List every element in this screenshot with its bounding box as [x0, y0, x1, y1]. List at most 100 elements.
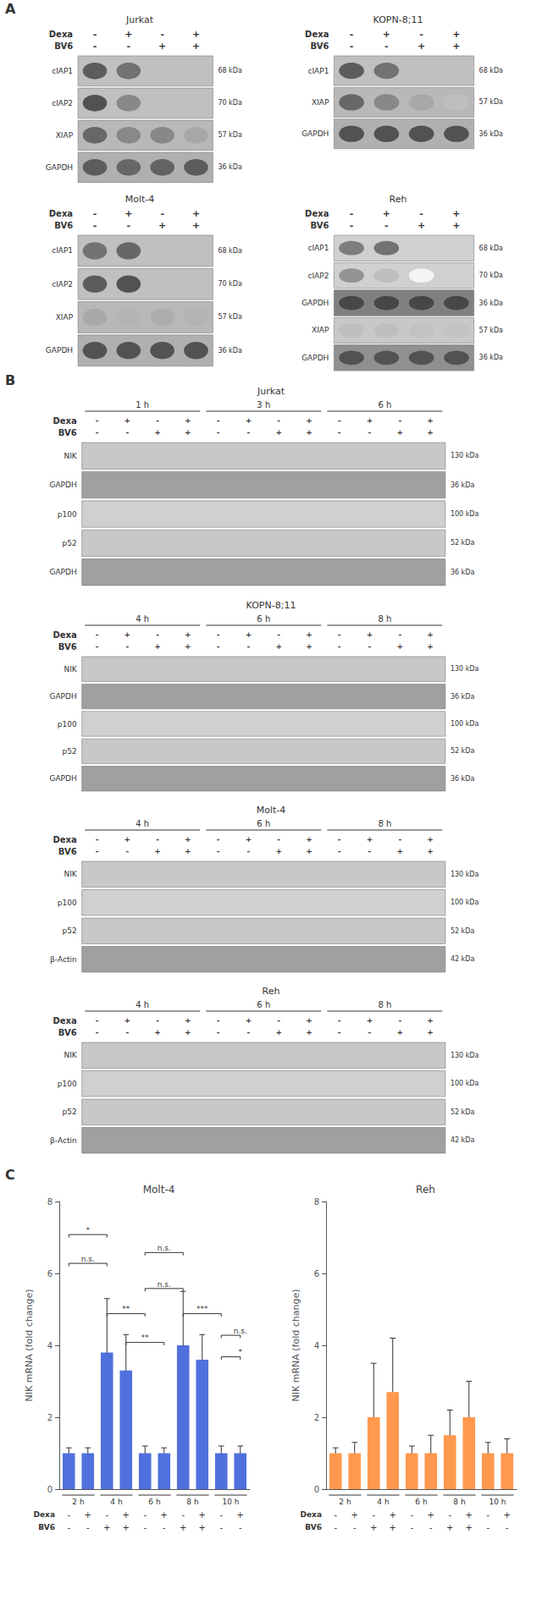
svg-text:-: - — [181, 1511, 185, 1521]
svg-text:42 kDa: 42 kDa — [450, 956, 476, 964]
svg-text:4 h: 4 h — [135, 819, 150, 830]
svg-text:-: - — [409, 1511, 414, 1521]
svg-text:68 kDa: 68 kDa — [217, 247, 243, 255]
svg-text:BV6: BV6 — [58, 847, 78, 858]
svg-text:+: + — [366, 1017, 374, 1026]
svg-text:52 kDa: 52 kDa — [450, 539, 476, 548]
svg-text:-: - — [337, 630, 342, 640]
svg-text:BV6: BV6 — [58, 1028, 78, 1039]
svg-text:+: + — [370, 1524, 377, 1534]
svg-text:+: + — [396, 1028, 404, 1038]
svg-text:BV6: BV6 — [309, 221, 329, 231]
svg-text:+: + — [396, 847, 404, 857]
svg-text:-: - — [429, 1524, 433, 1534]
svg-text:4: 4 — [47, 1342, 53, 1352]
svg-text:100 kDa: 100 kDa — [450, 899, 480, 908]
svg-text:-: - — [276, 1017, 281, 1026]
svg-text:-: - — [337, 416, 342, 426]
svg-text:Reh: Reh — [389, 193, 408, 205]
svg-text:+: + — [192, 220, 200, 232]
svg-text:-: - — [419, 208, 424, 220]
svg-text:-: - — [247, 1028, 251, 1038]
svg-text:+: + — [389, 1511, 397, 1521]
svg-text:+: + — [179, 1524, 187, 1534]
svg-text:-: - — [337, 847, 342, 857]
svg-text:-: - — [333, 1524, 338, 1534]
svg-text:+: + — [452, 40, 460, 52]
svg-text:+: + — [305, 847, 313, 857]
svg-text:β-Actin: β-Actin — [49, 1137, 78, 1146]
svg-text:+: + — [305, 1017, 313, 1026]
svg-text:cIAP1: cIAP1 — [307, 243, 329, 253]
svg-text:cIAP1: cIAP1 — [307, 66, 329, 76]
svg-text:-: - — [398, 1017, 402, 1026]
svg-text:70 kDa: 70 kDa — [479, 271, 504, 280]
svg-text:NIK: NIK — [63, 665, 78, 675]
svg-text:+: + — [124, 835, 132, 845]
svg-text:4 h: 4 h — [376, 1498, 389, 1508]
svg-text:100 kDa: 100 kDa — [450, 510, 480, 519]
svg-text:n.s.: n.s. — [157, 1244, 172, 1254]
svg-text:2: 2 — [47, 1414, 53, 1424]
svg-text:36 kDa: 36 kDa — [479, 353, 504, 362]
svg-text:+: + — [245, 416, 253, 426]
svg-text:+: + — [124, 1017, 132, 1026]
svg-text:42 kDa: 42 kDa — [450, 1137, 476, 1145]
svg-text:57 kDa: 57 kDa — [217, 131, 243, 139]
svg-text:+: + — [446, 1524, 454, 1534]
svg-text:52 kDa: 52 kDa — [450, 928, 476, 936]
svg-text:0: 0 — [47, 1486, 53, 1496]
svg-text:6 h: 6 h — [377, 400, 392, 410]
svg-text:-: - — [398, 835, 402, 845]
svg-text:+: + — [426, 1028, 434, 1038]
svg-text:-: - — [143, 1524, 147, 1534]
svg-text:BV6: BV6 — [38, 1524, 56, 1533]
svg-text:**: ** — [141, 1334, 150, 1344]
svg-text:-: - — [95, 428, 100, 437]
svg-text:BV6: BV6 — [58, 642, 78, 653]
svg-text:52 kDa: 52 kDa — [450, 1109, 476, 1118]
svg-text:+: + — [158, 220, 166, 232]
svg-text:36 kDa: 36 kDa — [450, 775, 476, 784]
svg-text:-: - — [95, 416, 100, 426]
svg-text:-: - — [95, 630, 100, 640]
svg-text:100 kDa: 100 kDa — [450, 720, 480, 729]
svg-text:-: - — [93, 28, 98, 40]
svg-text:+: + — [427, 1511, 435, 1521]
svg-text:0: 0 — [314, 1486, 320, 1496]
svg-text:n.s.: n.s. — [157, 1281, 172, 1290]
svg-text:+: + — [154, 847, 161, 857]
svg-text:10 h: 10 h — [221, 1498, 239, 1508]
svg-text:-: - — [353, 1524, 357, 1534]
svg-text:Dexa: Dexa — [33, 1511, 56, 1521]
svg-text:-: - — [216, 428, 221, 437]
svg-text:+: + — [192, 28, 200, 40]
svg-text:XIAP: XIAP — [55, 131, 74, 140]
svg-text:-: - — [127, 40, 132, 52]
svg-text:+: + — [426, 428, 434, 437]
svg-text:+: + — [160, 1511, 168, 1521]
svg-text:Molt-4: Molt-4 — [143, 1184, 176, 1197]
svg-text:cIAP2: cIAP2 — [51, 99, 73, 108]
svg-text:-: - — [66, 1511, 71, 1521]
svg-text:-: - — [216, 1017, 221, 1026]
svg-text:+: + — [426, 847, 434, 857]
svg-text:36 kDa: 36 kDa — [217, 347, 243, 355]
svg-text:cIAP1: cIAP1 — [51, 66, 73, 76]
svg-text:Dexa: Dexa — [52, 416, 77, 426]
svg-text:+: + — [124, 630, 132, 640]
svg-text:*: * — [86, 1227, 91, 1236]
svg-text:8: 8 — [314, 1198, 320, 1208]
svg-text:XIAP: XIAP — [311, 326, 330, 335]
svg-text:+: + — [426, 835, 434, 845]
svg-text:-: - — [505, 1524, 509, 1534]
svg-text:+: + — [366, 630, 374, 640]
svg-text:+: + — [122, 1511, 130, 1521]
svg-text:cIAP2: cIAP2 — [307, 271, 329, 281]
svg-text:+: + — [184, 847, 192, 857]
svg-text:57 kDa: 57 kDa — [479, 98, 504, 106]
svg-text:1 h: 1 h — [135, 400, 150, 410]
svg-text:KOPN-8;11: KOPN-8;11 — [373, 14, 424, 26]
svg-text:+: + — [275, 847, 283, 857]
svg-text:-: - — [349, 220, 354, 232]
